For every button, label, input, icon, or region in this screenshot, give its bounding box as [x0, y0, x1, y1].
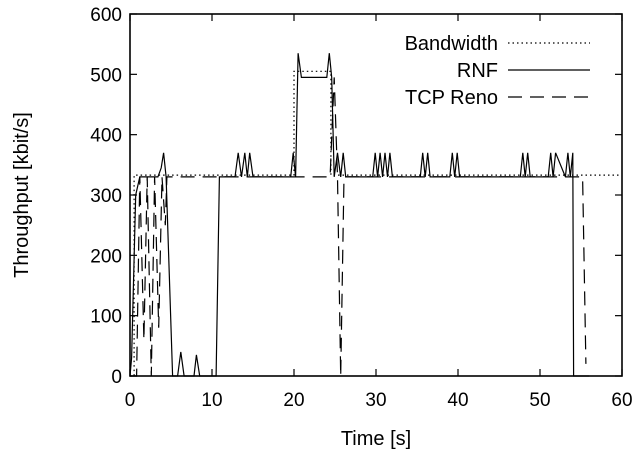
y-axis-label: Throughput [kbit/s]: [11, 112, 33, 278]
series-layer: [129, 53, 622, 377]
plot-area-frame: [129, 13, 623, 377]
legend-label-tcp-reno: TCP Reno: [405, 87, 498, 109]
y-tick-label: 200: [90, 246, 122, 267]
y-tick-label: 600: [90, 5, 122, 26]
legend-label-rnf: RNF: [457, 60, 498, 82]
series-line-rnf: [129, 53, 590, 377]
legend: Bandwidth RNF TCP Reno: [405, 33, 590, 109]
x-tick-label: 50: [529, 390, 550, 411]
series-line-tcp-reno: [130, 77, 587, 377]
x-tick-label: 20: [283, 390, 304, 411]
series-line-bandwidth: [130, 70, 622, 377]
x-tick-label: 40: [447, 390, 468, 411]
y-tick-label: 0: [111, 367, 122, 388]
y-tick-label: 500: [90, 65, 122, 86]
y-tick-label: 400: [90, 126, 122, 147]
y-tick-label: 100: [90, 307, 122, 328]
x-tick-label: 10: [201, 390, 222, 411]
x-tick-label: 30: [365, 390, 386, 411]
x-axis-label: Time [s]: [341, 428, 411, 450]
legend-label-bandwidth: Bandwidth: [405, 33, 498, 55]
x-tick-label: 0: [125, 390, 136, 411]
y-tick-label: 300: [90, 186, 122, 207]
x-tick-label: 60: [611, 390, 632, 411]
